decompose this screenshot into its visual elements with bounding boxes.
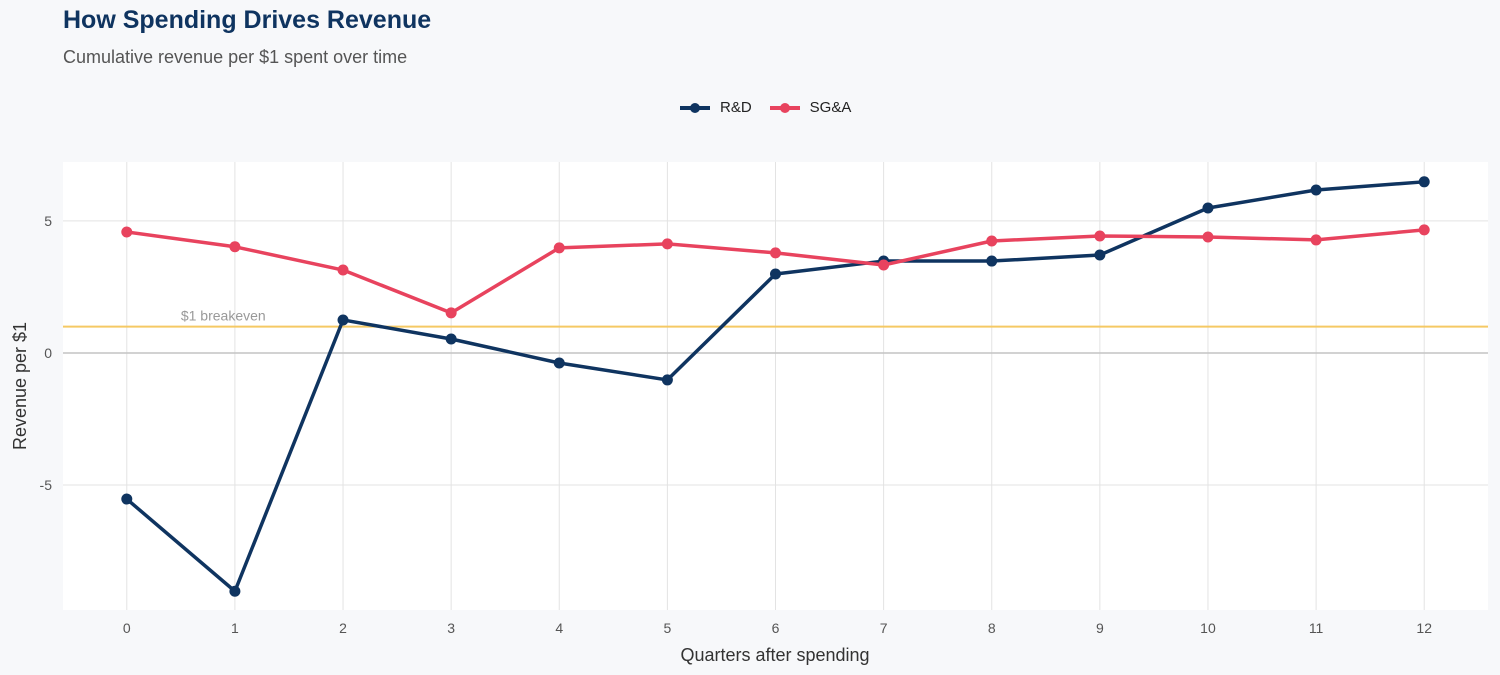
data-point-rd — [445, 333, 457, 345]
data-point-rd — [661, 374, 673, 386]
data-point-rd — [553, 357, 565, 369]
x-tick-label: 2 — [339, 620, 347, 636]
data-point-sga — [1310, 234, 1322, 246]
data-point-sga — [445, 307, 457, 319]
legend-key-sga — [769, 102, 800, 113]
x-tick-label: 0 — [123, 620, 131, 636]
legend-item-sga: SG&A — [769, 99, 852, 116]
x-tick-label: 1 — [231, 620, 239, 636]
data-point-sga — [1202, 231, 1214, 243]
data-point-rd — [986, 255, 998, 267]
x-tick-label: 7 — [880, 620, 888, 636]
data-point-sga — [1418, 224, 1430, 236]
data-point-rd — [121, 493, 133, 505]
data-point-rd — [1202, 202, 1214, 214]
x-tick-label: 5 — [663, 620, 671, 636]
breakeven-label: $1 breakeven — [181, 308, 266, 324]
x-tick-label: 8 — [988, 620, 996, 636]
data-point-rd — [1094, 249, 1106, 261]
data-point-sga — [1094, 230, 1106, 242]
y-axis-label: Revenue per $1 — [10, 322, 30, 450]
x-tick-label: 11 — [1309, 620, 1324, 636]
legend-item-rd: R&D — [680, 99, 752, 116]
x-tick-label: 3 — [447, 620, 455, 636]
chart-subtitle: Cumulative revenue per $1 spent over tim… — [63, 47, 408, 67]
data-point-sga — [878, 259, 890, 271]
chart-title: How Spending Drives Revenue — [63, 6, 432, 34]
x-axis-label: Quarters after spending — [680, 645, 869, 665]
data-point-sga — [229, 241, 241, 253]
data-point-sga — [770, 247, 781, 259]
y-tick-label: 5 — [44, 213, 52, 229]
x-tick-label: 6 — [772, 620, 780, 636]
x-tick-label: 4 — [555, 620, 563, 636]
data-point-rd — [229, 585, 241, 597]
legend: R&D SG&A — [680, 99, 859, 116]
x-tick-label: 9 — [1096, 620, 1104, 636]
y-tick-label: 0 — [44, 345, 52, 361]
x-tick-label: 10 — [1200, 620, 1216, 636]
data-point-rd — [1310, 184, 1322, 196]
legend-key-rd — [680, 102, 710, 113]
data-point-rd — [337, 314, 349, 326]
legend-label-sga: SG&A — [809, 99, 852, 116]
y-tick-label: -5 — [40, 477, 53, 493]
data-point-rd — [770, 268, 781, 280]
data-point-sga — [661, 238, 673, 250]
data-point-rd — [1418, 176, 1430, 188]
x-tick-label: 12 — [1416, 620, 1432, 636]
data-point-sga — [986, 235, 998, 247]
data-point-sga — [121, 226, 133, 238]
data-point-sga — [553, 242, 565, 254]
data-point-sga — [337, 264, 349, 276]
legend-label-rd: R&D — [720, 99, 752, 116]
